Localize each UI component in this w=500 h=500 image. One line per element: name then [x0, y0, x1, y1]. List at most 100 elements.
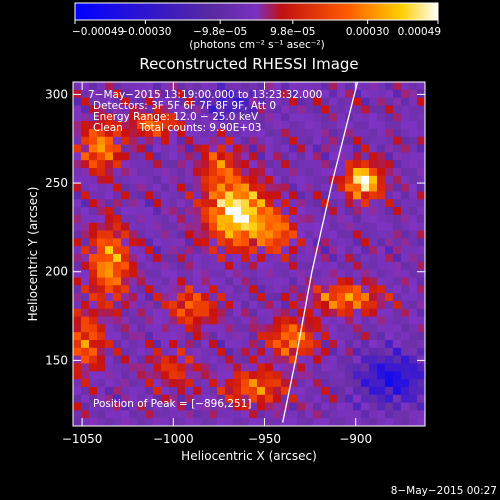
heatmap-cell [169, 191, 178, 200]
heatmap-cell [377, 355, 386, 365]
heatmap-cell [81, 191, 90, 200]
heatmap-cell [329, 324, 338, 333]
heatmap-cell [281, 261, 290, 271]
heatmap-cell [417, 207, 425, 216]
heatmap-cell [361, 261, 370, 271]
heatmap-cell [313, 355, 322, 365]
heatmap-cell [313, 410, 322, 419]
heatmap-cell [369, 199, 378, 208]
heatmap-cell [265, 386, 274, 396]
heatmap-cell [233, 246, 242, 255]
heatmap-cell [337, 238, 346, 247]
heatmap-cell [417, 332, 425, 341]
heatmap-cell [393, 293, 402, 302]
heatmap-cell [353, 82, 362, 91]
heatmap-cell [217, 238, 226, 247]
heatmap-cell [241, 261, 250, 271]
heatmap-cell [73, 285, 82, 294]
heatmap-cell [409, 152, 418, 161]
heatmap-cell [417, 300, 425, 310]
heatmap-cell [281, 285, 290, 294]
heatmap-cell [121, 175, 130, 185]
heatmap-cell [209, 316, 218, 325]
heatmap-cell [113, 293, 122, 302]
heatmap-cell [97, 347, 106, 357]
heatmap-cell [129, 300, 138, 310]
heatmap-cell [353, 293, 362, 302]
heatmap-cell [193, 300, 202, 310]
heatmap-cell [177, 97, 186, 107]
heatmap-cell [361, 246, 370, 255]
heatmap-cell [273, 300, 282, 310]
heatmap-cell [81, 136, 90, 146]
heatmap-cell [137, 293, 146, 302]
heatmap-cell [265, 277, 274, 286]
heatmap-cell [281, 105, 290, 114]
heatmap-cell [169, 230, 178, 239]
heatmap-cell [233, 152, 242, 161]
heatmap-cell [161, 183, 170, 193]
heatmap-cell [121, 324, 130, 333]
heatmap-cell [185, 82, 194, 91]
heatmap-cell [145, 183, 154, 193]
heatmap-cell [185, 214, 194, 224]
heatmap-cell [177, 128, 186, 138]
heatmap-cell [161, 168, 170, 177]
heatmap-cell [289, 410, 298, 419]
heatmap-cell [193, 324, 202, 333]
heatmap-cell [249, 293, 258, 302]
heatmap-cell [113, 386, 122, 396]
heatmap-cell [297, 152, 306, 161]
heatmap-cell [113, 371, 122, 380]
heatmap-cell [361, 308, 370, 318]
heatmap-cell [249, 261, 258, 271]
heatmap-cell [377, 410, 386, 419]
heatmap-cell [233, 128, 242, 138]
heatmap-cell [409, 300, 418, 310]
heatmap-cell [177, 254, 186, 263]
heatmap-cell [225, 394, 234, 404]
heatmap-cell [73, 254, 82, 263]
heatmap-cell [393, 121, 402, 130]
heatmap-cell [289, 308, 298, 318]
heatmap-cell [185, 371, 194, 380]
heatmap-cell [417, 222, 425, 232]
heatmap-cell [121, 340, 130, 349]
heatmap-cell [305, 113, 314, 122]
heatmap-cell [169, 402, 178, 411]
heatmap-cell [97, 394, 106, 404]
heatmap-cell [129, 324, 138, 333]
heatmap-cell [297, 175, 306, 185]
heatmap-cell [193, 347, 202, 357]
heatmap-cell [129, 82, 138, 91]
heatmap-cell [73, 324, 82, 333]
heatmap-cell [417, 277, 425, 286]
heatmap-cell [313, 175, 322, 185]
heatmap-cell [369, 222, 378, 232]
heatmap-cell [401, 168, 410, 177]
heatmap-cell [201, 183, 210, 193]
heatmap-cell [241, 371, 250, 380]
heatmap-cell [177, 214, 186, 224]
annotation-energy-range: Energy Range: 12.0 − 25.0 keV [93, 111, 259, 123]
heatmap-cell [401, 82, 410, 91]
heatmap-cell [377, 152, 386, 161]
heatmap-cell [225, 300, 234, 310]
heatmap-cell [273, 340, 282, 349]
heatmap-cell [161, 402, 170, 411]
heatmap-cell [313, 230, 322, 239]
heatmap-cell [369, 316, 378, 325]
heatmap-cell [305, 340, 314, 349]
heatmap-cell [161, 285, 170, 294]
heatmap-cell [385, 347, 394, 357]
heatmap-cell [217, 379, 226, 388]
heatmap-cell [401, 89, 410, 99]
heatmap-cell [249, 183, 258, 193]
x-tick-label: −1000 [153, 432, 194, 446]
heatmap-cell [417, 316, 425, 325]
heatmap-cell [129, 207, 138, 216]
heatmap-cell [249, 214, 258, 224]
heatmap-cell [233, 222, 242, 232]
heatmap-cell [409, 128, 418, 138]
heatmap-cell [281, 222, 290, 232]
